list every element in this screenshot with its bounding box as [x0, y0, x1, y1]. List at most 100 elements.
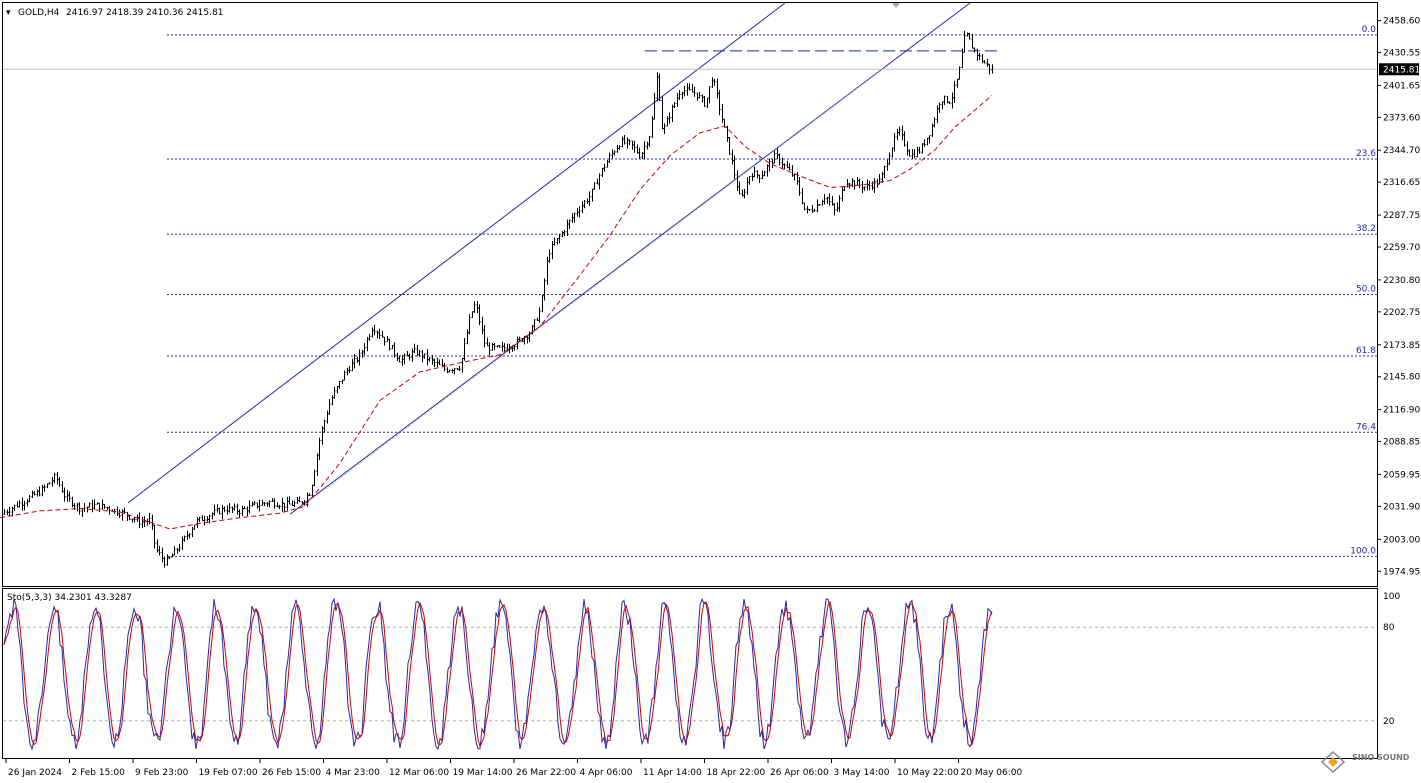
ohlc-bar	[813, 208, 816, 212]
ohlc-bar	[623, 134, 626, 145]
ohlc-bar	[106, 506, 109, 510]
ohlc-bar	[93, 499, 96, 510]
ohlc-bar	[853, 179, 856, 190]
ohlc-bar	[956, 78, 959, 88]
ohlc-bar	[418, 349, 421, 357]
ohlc-bar	[963, 30, 966, 53]
ohlc-bar	[633, 140, 636, 153]
ohlc-bar	[246, 506, 249, 517]
ohlc-bar	[121, 509, 124, 521]
ohlc-bar	[746, 177, 749, 195]
ohlc-bar	[393, 342, 396, 358]
ohlc-bar	[133, 516, 136, 523]
stochastic-oscillator: 100 80 20	[3, 592, 1400, 751]
ohlc-bar	[551, 240, 554, 260]
ohlc-bar	[333, 386, 336, 399]
ohlc-bar	[158, 545, 161, 556]
ohlc-bar	[668, 112, 671, 124]
ohlc-bar	[758, 174, 761, 184]
ohlc-bar	[766, 164, 769, 177]
ohlc-bar	[321, 426, 324, 445]
stoch-axis-label: 80	[1383, 623, 1395, 633]
ohlc-bar	[463, 337, 466, 361]
ohlc-bar	[908, 149, 911, 157]
dropdown-triangle-icon[interactable]: ▾	[6, 8, 11, 18]
ohlc-bar	[453, 368, 456, 375]
ohlc-bar	[603, 163, 606, 172]
ohlc-bar	[23, 500, 26, 511]
ohlc-bar	[306, 492, 309, 507]
ohlc-bar	[3, 508, 6, 515]
ohlc-bar	[343, 370, 346, 381]
ohlc-bar	[233, 503, 236, 511]
ohlc-bar	[253, 500, 256, 506]
ohlc-bar	[686, 83, 689, 96]
ohlc-bar	[788, 163, 791, 171]
time-tick-label: 12 Mar 06:00	[389, 768, 449, 778]
ohlc-bar	[761, 170, 764, 180]
ohlc-bar	[526, 336, 529, 344]
ohlc-bar	[6, 509, 9, 516]
ohlc-bar	[561, 230, 564, 238]
price-tick-label: 2316.65	[1383, 178, 1420, 188]
ohlc-bar	[538, 307, 541, 323]
ohlc-bar	[268, 500, 271, 508]
ohlc-bar	[991, 64, 994, 74]
ohlc-bar	[281, 497, 284, 512]
ohlc-bar	[641, 152, 644, 160]
ohlc-bar	[781, 157, 784, 169]
ohlc-bar	[406, 351, 409, 356]
time-tick-label: 2 Feb 15:00	[72, 768, 126, 778]
ohlc-bar	[271, 498, 274, 503]
ohlc-bar	[328, 399, 331, 415]
ohlc-bar	[226, 505, 229, 515]
ohlc-bar	[433, 358, 436, 368]
ohlc-bar	[388, 338, 391, 351]
ohlc-bar	[478, 304, 481, 326]
time-axis: 26 Jan 2024 2 Feb 15:00 9 Feb 23:00 19 Feb …	[5, 758, 1022, 778]
ohlc-bar	[476, 300, 479, 314]
price-tick-label: 2116.90	[1383, 406, 1420, 416]
ohlc-bar	[33, 491, 36, 496]
ohlc-bar	[373, 324, 376, 336]
ohlc-bar	[428, 356, 431, 362]
ohlc-bar	[493, 342, 496, 351]
ohlc-bar	[608, 152, 611, 164]
ohlc-bar	[713, 78, 716, 86]
ohlc-bar	[553, 237, 556, 246]
ohlc-bar	[368, 333, 371, 341]
ohlc-bar	[611, 149, 614, 159]
time-tick-label: 10 May 22:00	[897, 768, 959, 778]
ohlc-bar	[731, 149, 734, 165]
ohlc-bar	[676, 93, 679, 107]
ohlc-bar	[391, 345, 394, 350]
ohlc-bar	[438, 359, 441, 366]
time-tick-label: 19 Feb 07:00	[199, 768, 258, 778]
fib-label-2: 38.2	[1356, 224, 1376, 234]
ohlc-bar	[773, 151, 776, 164]
ohlc-bar	[448, 369, 451, 373]
ohlc-bar	[186, 530, 189, 540]
ohlc-bar	[348, 365, 351, 374]
chart-shift-marker[interactable]	[892, 3, 900, 8]
ohlc-bar	[371, 327, 374, 338]
ohlc-bar	[768, 158, 771, 172]
ohlc-bar	[748, 175, 751, 185]
ohlc-bar	[231, 506, 234, 514]
ohlc-bar	[701, 94, 704, 103]
fib-label-3: 50.0	[1356, 285, 1376, 295]
ohlc-bar	[326, 410, 329, 424]
ohlc-bar	[573, 212, 576, 223]
watermark-text: SINO SOUND	[1352, 753, 1410, 762]
ohlc-bar	[103, 503, 106, 509]
ohlc-bar	[558, 234, 561, 244]
ohlc-bar	[753, 166, 756, 178]
ohlc-bar	[928, 135, 931, 144]
ohlc-bar	[546, 256, 549, 285]
ohlc-bar	[141, 516, 144, 529]
price-tick-label: 2145.80	[1383, 373, 1420, 383]
ohlc-bar	[988, 63, 991, 75]
ohlc-bar	[716, 78, 719, 99]
ohlc-bar	[811, 204, 814, 213]
